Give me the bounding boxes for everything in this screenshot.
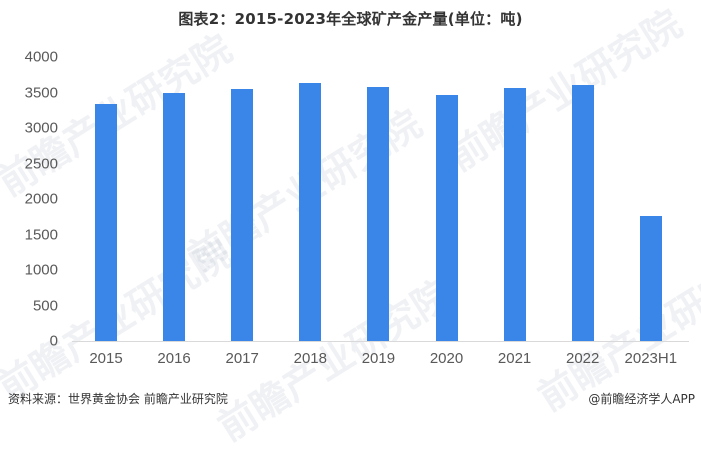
y-tick-label: 2000 xyxy=(24,190,58,208)
x-tick-label: 2022 xyxy=(566,350,600,367)
bar-2020 xyxy=(435,94,458,341)
bar-2022 xyxy=(571,84,594,341)
x-tick-label: 2017 xyxy=(225,350,259,367)
watermark: 前瞻产业研究院 xyxy=(440,1,690,180)
x-tick-label: 2023H1 xyxy=(624,350,678,367)
watermark: 前瞻产业研究院 xyxy=(0,231,240,410)
x-tick-label: 2015 xyxy=(89,350,123,367)
y-tick-label: 1500 xyxy=(24,226,58,243)
y-tick-label: 3000 xyxy=(24,119,58,137)
x-tick-label: 2019 xyxy=(361,350,396,367)
credit-note: @前瞻经济学人APP xyxy=(588,392,695,406)
x-tick-label: 2018 xyxy=(293,350,327,367)
y-tick-label: 1000 xyxy=(24,261,58,279)
x-tick-label: 2021 xyxy=(497,350,532,367)
y-tick-label: 500 xyxy=(32,297,58,314)
bar-2018 xyxy=(299,82,322,341)
x-tick-label: 2020 xyxy=(429,350,464,367)
bar-2021 xyxy=(503,88,526,341)
y-tick-label: 3500 xyxy=(24,84,58,101)
source-note: 资料来源：世界黄金协会 前瞻产业研究院 xyxy=(8,392,228,406)
y-tick-label: 0 xyxy=(49,332,58,350)
bar-2017 xyxy=(231,89,254,341)
watermark: 前瞻产业研究院 xyxy=(0,26,240,205)
bar-2016 xyxy=(163,92,186,341)
bar-2019 xyxy=(367,87,390,341)
chart-title: 图表2：2015-2023年全球矿产金产量(单位：吨) xyxy=(178,10,523,28)
x-axis-line xyxy=(72,341,689,342)
y-tick-label: 4000 xyxy=(24,48,58,66)
bar-2015 xyxy=(95,104,117,341)
x-tick-label: 2016 xyxy=(157,350,191,367)
bar-2023H1 xyxy=(639,215,662,341)
y-tick-label: 2500 xyxy=(24,155,58,172)
